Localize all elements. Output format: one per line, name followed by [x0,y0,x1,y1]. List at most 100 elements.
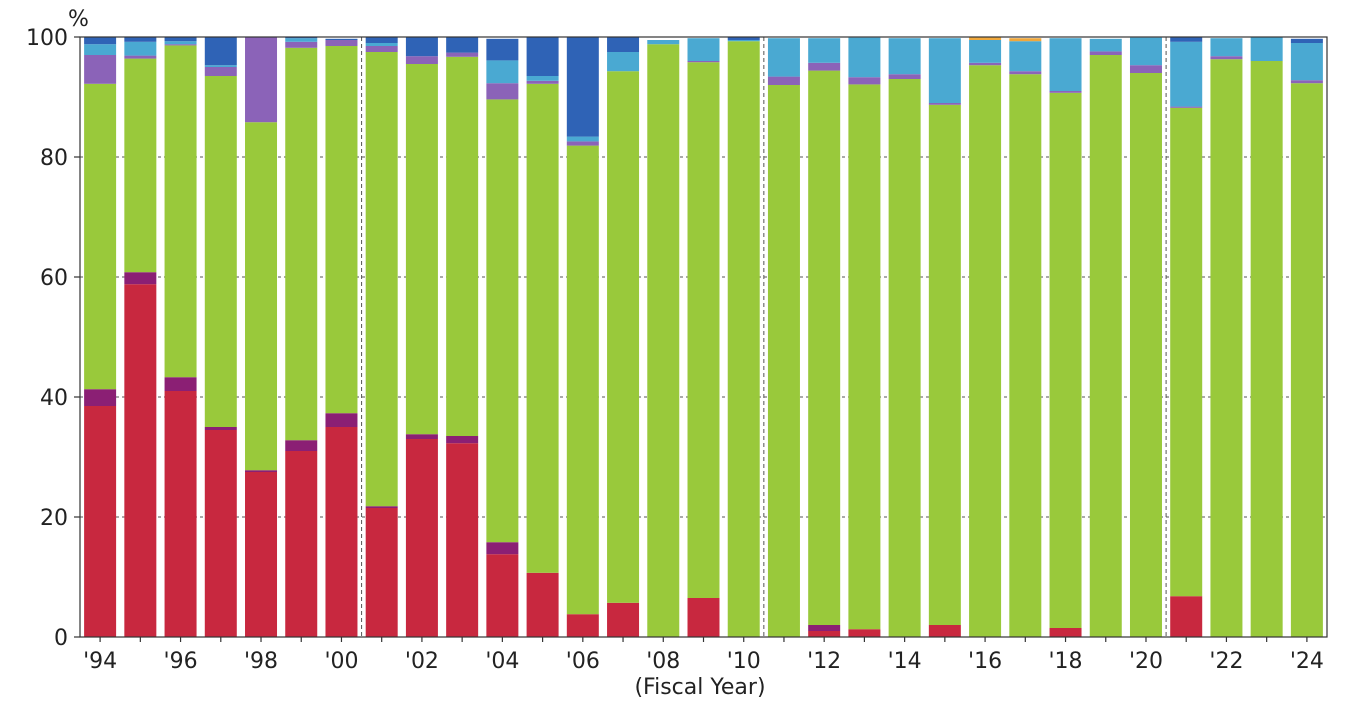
bar-segment-00-s2 [325,413,358,427]
bar-segment-21-s3 [1170,107,1203,597]
bar-segment-06-s5 [566,136,599,142]
bar-segment-97-s4 [204,67,237,76]
bar-segment-06-s1 [566,614,599,637]
bar-segment-17-s3 [1009,74,1042,637]
bar-segment-10-s6 [727,37,760,40]
bar-segment-02-s3 [405,64,438,435]
bar-segment-01-s5 [365,43,398,46]
bar-segment-12-s3 [808,70,841,626]
bar-segment-13-s5 [848,37,881,78]
bar-segment-15-s1 [928,625,961,637]
x-tick-label: '20 [1129,649,1163,674]
bar-segment-97-s3 [204,76,237,427]
bar-segment-18-s3 [1049,92,1082,629]
bar-segment-07-s1 [607,602,640,637]
x-tick-label: '98 [244,649,278,674]
bar-segment-24-s5 [1290,43,1323,81]
bar-segment-22-s3 [1210,59,1243,637]
bar-segment-99-s3 [285,47,318,441]
bar-segment-98-s3 [245,122,278,471]
period-dividers [361,37,1167,637]
x-tick-label: '00 [324,649,358,674]
bar-segment-04-s5 [486,60,519,84]
bar-segment-15-s5 [928,38,961,104]
bar-segment-10-s3 [727,41,760,637]
bar-segment-00-s4 [325,40,358,46]
bar-segment-11-s4 [767,76,800,85]
x-tick-label: '06 [566,649,600,674]
bar-segment-18-s1 [1049,628,1082,637]
bar-segment-06-s4 [566,141,599,146]
bar-segment-17-s7 [1009,38,1042,42]
bar-segment-05-s5 [526,76,559,81]
bar-segment-95-s6 [124,37,157,42]
bar-segment-96-s3 [164,45,197,378]
x-tick-label: '14 [888,649,922,674]
bar-segment-08-s5 [647,40,680,45]
x-tick-label: '12 [807,649,841,674]
bar-segment-94-s6 [84,37,117,45]
bar-segment-97-s5 [204,65,237,67]
x-tick-label: '02 [405,649,439,674]
bar-segment-21-s4 [1170,106,1203,108]
bar-segment-97-s2 [204,427,237,430]
bar-segment-13-s1 [848,629,881,637]
y-tick-label: 60 [40,266,68,291]
bar-segment-96-s4 [164,44,197,46]
x-tick-label: '24 [1290,649,1324,674]
bar-segment-98-s2 [245,470,278,472]
bar-segment-05-s3 [526,83,559,573]
x-axis: '94 '96 '98 '00 '02 '04 '06 '08 '10 '12 '14 '16 '18 '… [83,637,1324,674]
bar-segment-13-s3 [848,84,881,630]
x-tick-label: '22 [1209,649,1243,674]
x-tick-label: '04 [485,649,519,674]
bar-segment-96-s2 [164,377,197,391]
bar-segment-22-s4 [1210,56,1243,60]
bar-segment-94-s3 [84,83,117,390]
bar-segment-94-s2 [84,389,117,406]
bar-segment-02-s6 [405,37,438,57]
bar-segment-05-s1 [526,572,559,637]
bar-segment-01-s2 [365,506,398,508]
y-tick-label: 20 [40,506,68,531]
bar-segment-99-s1 [285,451,318,637]
bar-segment-12-s5 [808,38,841,63]
bar-segment-94-s4 [84,55,117,84]
bar-segment-00-s1 [325,427,358,637]
bar-segment-97-s6 [204,37,237,66]
bar-segment-21-s6 [1170,37,1203,42]
bar-segment-03-s3 [446,56,479,437]
bar-segment-24-s4 [1290,80,1323,84]
y-axis: 0 20 40 60 80 100 [26,26,80,651]
bar-segment-04-s6 [486,38,519,61]
bar-segment-01-s1 [365,508,398,637]
bar-segment-95-s1 [124,284,157,637]
bar-segment-10-s5 [727,40,760,42]
bar-segment-07-s3 [607,71,640,603]
y-tick-label: 80 [40,146,68,171]
bar-segment-17-s4 [1009,71,1042,75]
bar-segment-09-s5 [687,38,720,61]
bar-segment-21-s5 [1170,41,1203,107]
bar-segment-04-s4 [486,83,519,100]
x-axis-label: (Fiscal Year) [634,675,765,700]
bar-segment-05-s6 [526,37,559,76]
bar-segment-03-s2 [446,436,479,444]
bars [84,37,1323,637]
bar-segment-20-s3 [1129,73,1162,637]
bar-segment-14-s3 [888,79,921,637]
x-tick-label: '96 [164,649,198,674]
bar-segment-94-s1 [84,406,117,637]
bar-segment-08-s3 [647,44,680,637]
y-tick-label: 100 [26,26,68,51]
bar-segment-95-s3 [124,58,157,273]
bar-segment-04-s1 [486,554,519,637]
bar-segment-11-s3 [767,85,800,637]
bar-segment-15-s4 [928,103,961,105]
bar-segment-23-s5 [1250,37,1283,61]
bar-segment-06-s6 [566,37,599,137]
bar-segment-98-s1 [245,472,278,637]
bar-segment-01-s3 [365,52,398,507]
bar-segment-07-s6 [607,37,640,52]
